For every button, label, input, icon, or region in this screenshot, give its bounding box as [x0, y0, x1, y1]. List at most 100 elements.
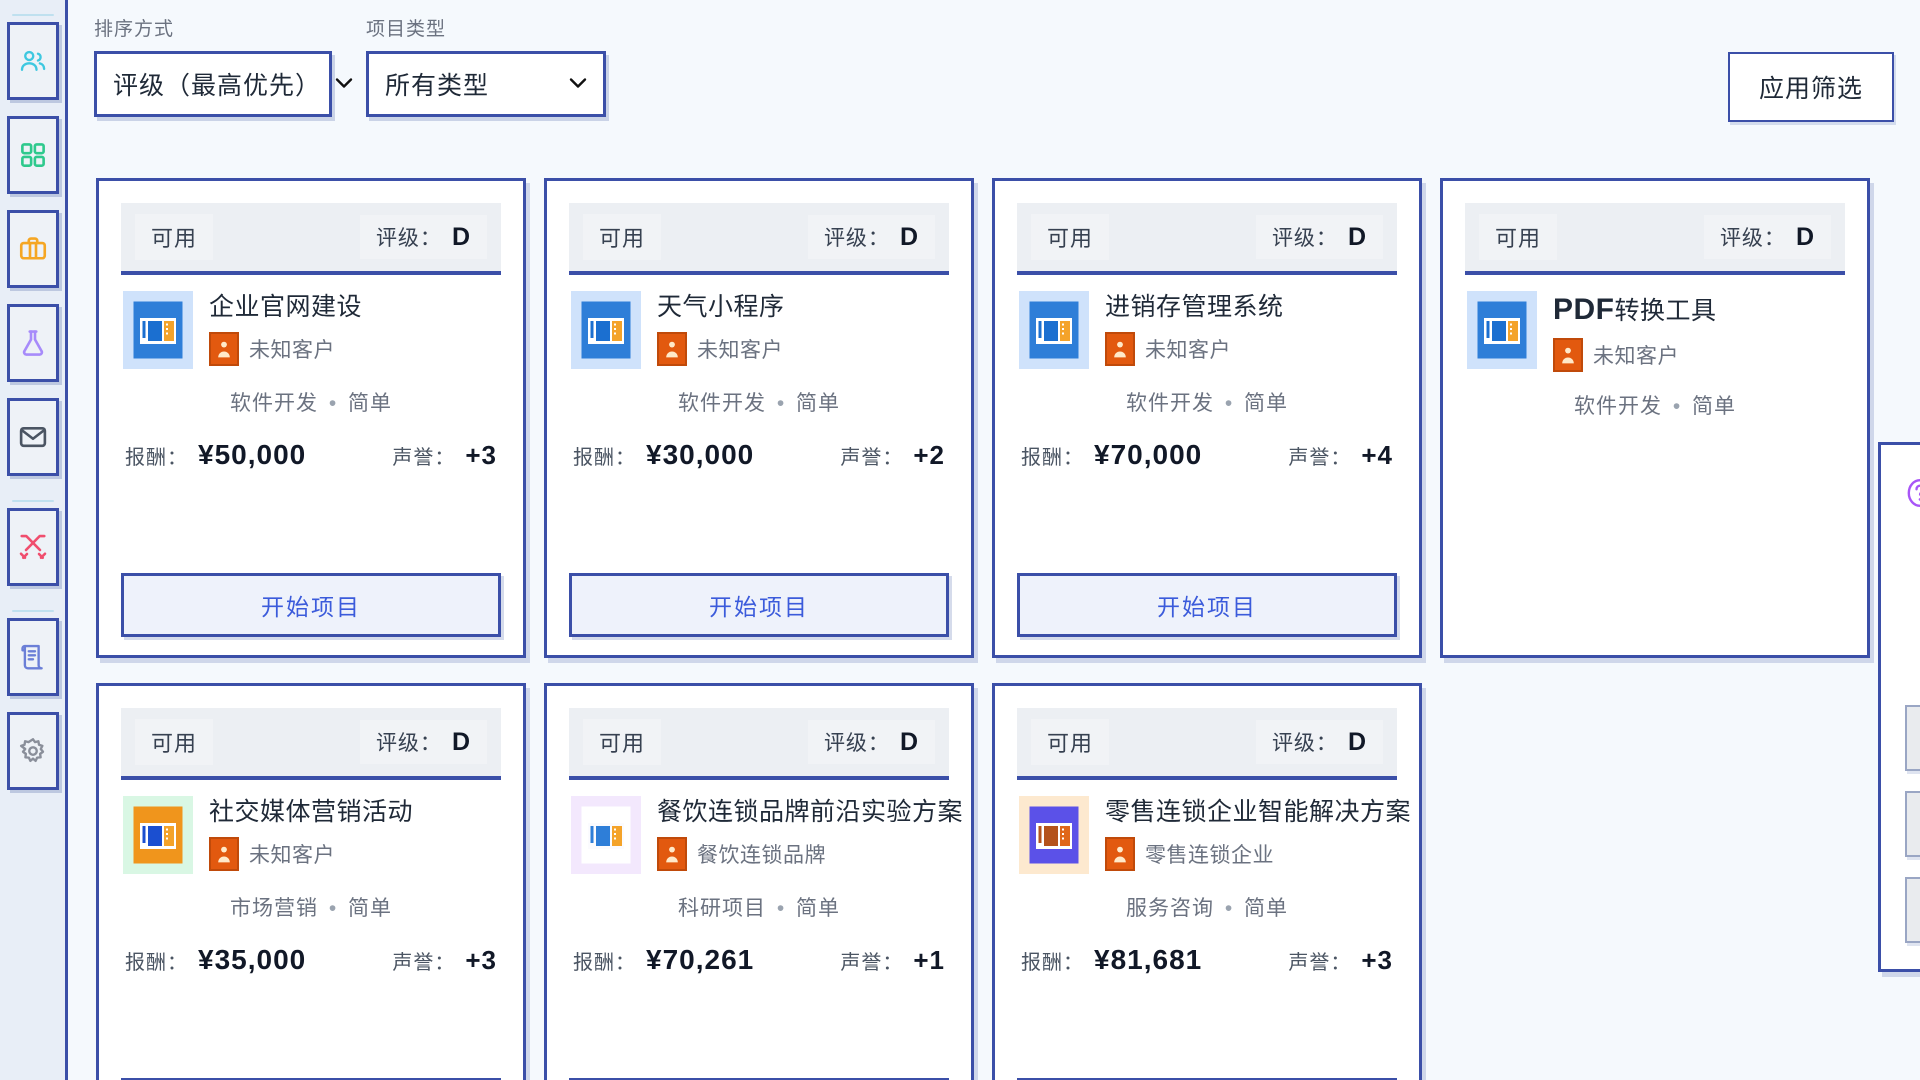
grid-icon — [18, 140, 48, 170]
rating-badge: 评级： D — [1255, 720, 1383, 764]
project-difficulty: 简单 — [1244, 897, 1289, 920]
people-icon — [18, 46, 48, 76]
project-category: 市场营销 — [229, 897, 318, 920]
rating-label: 评级： — [1719, 227, 1786, 250]
project-card-body: 零售连锁企业智能解决方案 零售连锁企业 — [1017, 780, 1411, 874]
rating-badge: 评级： D — [359, 215, 487, 259]
left-sidebar — [0, 0, 68, 1080]
status-badge: 可用 — [583, 719, 662, 765]
rating-value: D — [899, 223, 919, 251]
tag-separator-icon: • — [776, 897, 786, 920]
project-card-body: 餐饮连锁品牌前沿实验方案 餐饮连锁品牌 — [569, 780, 964, 874]
sidebar-item-grid[interactable] — [6, 116, 59, 194]
apply-filter-button[interactable]: 应用筛选 — [1728, 52, 1894, 122]
sidebar-item-competition[interactable] — [6, 508, 59, 586]
project-thumbnail-icon — [123, 796, 193, 874]
project-card[interactable]: 可用 评级： D PDF转换工具 未知客户 软件开发 — [1440, 178, 1870, 658]
client-avatar-icon — [209, 836, 239, 871]
status-badge: 可用 — [1479, 214, 1558, 260]
rating-badge: 评级： D — [807, 215, 935, 259]
project-card[interactable]: 可用 评级： D 餐饮连锁品牌前沿实验方案 餐饮连锁品牌 — [544, 683, 974, 1080]
project-category: 科研项目 — [677, 897, 766, 920]
project-card[interactable]: 可用 评级： D 天气小程序 未知客户 软件开发 — [544, 178, 974, 658]
status-badge: 可用 — [135, 214, 214, 260]
sidebar-item-research[interactable] — [6, 304, 59, 382]
sidebar-item-people[interactable] — [6, 22, 59, 100]
rating-badge: 评级： D — [1255, 215, 1383, 259]
client-name: 零售连锁企业 — [1145, 843, 1274, 867]
project-thumbnail-icon — [123, 291, 193, 369]
project-category: 软件开发 — [1573, 394, 1662, 418]
client-name: 未知客户 — [697, 338, 783, 362]
status-badge: 可用 — [1031, 214, 1110, 260]
question-circle-icon — [1903, 473, 1920, 513]
project-card[interactable]: 可用 评级： D 企业官网建设 未知客户 软件开发 — [96, 178, 526, 658]
reward-label: 报酬： — [1021, 952, 1084, 974]
reward-value: ¥50,000 — [198, 439, 307, 470]
scroll-icon — [18, 642, 48, 672]
start-project-button[interactable]: 开始项目 — [121, 1078, 501, 1080]
reputation-stat: 声誉： +4 — [1288, 440, 1393, 471]
tag-separator-icon: • — [1224, 897, 1234, 920]
client-row: 未知客户 — [1105, 331, 1395, 366]
sort-select[interactable]: 评级（最高优先） — [94, 51, 353, 117]
filter-toolbar: 排序方式 评级（最高优先） 项目类型 所有类型 应用筛选 — [68, 0, 1920, 150]
sort-filter-label: 排序方式 — [94, 19, 175, 40]
rating-value: D — [1795, 223, 1815, 251]
rating-value: D — [1347, 223, 1367, 251]
reputation-value: +3 — [1361, 945, 1393, 975]
sidebar-item-briefcase[interactable] — [6, 210, 59, 288]
client-name: 未知客户 — [1593, 344, 1679, 368]
project-thumbnail-icon — [1019, 291, 1089, 369]
project-card[interactable]: 可用 评级： D 社交媒体营销活动 未知客户 市场营 — [96, 683, 526, 1080]
reward-label: 报酬： — [573, 952, 636, 974]
swords-icon — [18, 532, 48, 562]
sort-select-value: 评级（最高优先） — [113, 72, 322, 100]
reward-label: 报酬： — [125, 447, 188, 469]
sidebar-divider-top — [11, 14, 54, 16]
event-panel: 远程工作政策 随着远程工作趋势兴起，您的员工正在要求更灵活的工作安排。如何应对？… — [1878, 442, 1920, 972]
sort-filter-group: 排序方式 评级（最高优先） — [94, 14, 353, 117]
rail-spacer — [1878, 176, 1920, 442]
reputation-label: 声誉： — [840, 952, 904, 974]
sidebar-item-logs[interactable] — [6, 618, 59, 696]
project-category: 服务咨询 — [1125, 897, 1214, 920]
start-project-button[interactable]: 开始项目 — [569, 1078, 949, 1080]
reward-stat: 报酬： ¥70,000 — [1021, 439, 1202, 471]
project-card-body: 社交媒体营销活动 未知客户 — [121, 780, 501, 874]
project-card[interactable]: 可用 评级： D 零售连锁企业智能解决方案 零售连锁企业 — [992, 683, 1422, 1080]
rating-label: 评级： — [375, 227, 442, 250]
reward-value: ¥70,000 — [1094, 439, 1203, 470]
event-option-button[interactable]: 坚持传统办公 — [1905, 876, 1920, 943]
start-project-button[interactable]: 开始项目 — [1017, 573, 1397, 637]
project-card-header: 可用 评级： D — [569, 708, 949, 780]
type-select[interactable]: 所有类型 — [366, 51, 606, 117]
project-title: 社交媒体营销活动 — [209, 798, 414, 826]
project-stats: 报酬： ¥70,261 声誉： +1 — [569, 944, 949, 976]
start-project-button[interactable]: 开始项目 — [569, 573, 949, 637]
reward-stat: 报酬： ¥35,000 — [125, 944, 306, 976]
project-card[interactable]: 可用 评级： D 进销存管理系统 未知客户 软件开发 — [992, 178, 1422, 658]
tag-separator-icon: • — [1672, 394, 1682, 418]
start-project-button[interactable]: 开始项目 — [121, 573, 501, 637]
project-stats: 报酬： ¥81,681 声誉： +3 — [1017, 944, 1397, 976]
event-option-button[interactable]: 混合办公模式 — [1905, 790, 1920, 857]
project-card-header: 可用 评级： D — [121, 708, 501, 780]
reputation-value: +4 — [1361, 440, 1393, 470]
sidebar-item-settings[interactable] — [6, 712, 59, 790]
mail-icon — [18, 422, 48, 452]
right-rail: 远程工作政策 随着远程工作趋势兴起，您的员工正在要求更灵活的工作安排。如何应对？… — [1870, 150, 1920, 1080]
client-row: 未知客户 — [209, 836, 499, 871]
project-card-body: PDF转换工具 未知客户 — [1465, 275, 1845, 372]
project-title: 餐饮连锁品牌前沿实验方案 — [657, 798, 964, 826]
sidebar-item-mail[interactable] — [6, 398, 59, 476]
project-thumbnail-icon — [571, 291, 641, 369]
reward-value: ¥30,000 — [646, 439, 755, 470]
project-difficulty: 简单 — [796, 897, 841, 920]
chevron-down-icon — [555, 74, 587, 94]
type-select-value: 所有类型 — [385, 72, 490, 100]
event-option-button[interactable]: 全面远程工作 — [1905, 704, 1920, 771]
project-card-header: 可用 评级： D — [121, 203, 501, 275]
start-project-button[interactable]: 开始项目 — [1017, 1078, 1397, 1080]
reward-value: ¥70,261 — [646, 944, 755, 975]
